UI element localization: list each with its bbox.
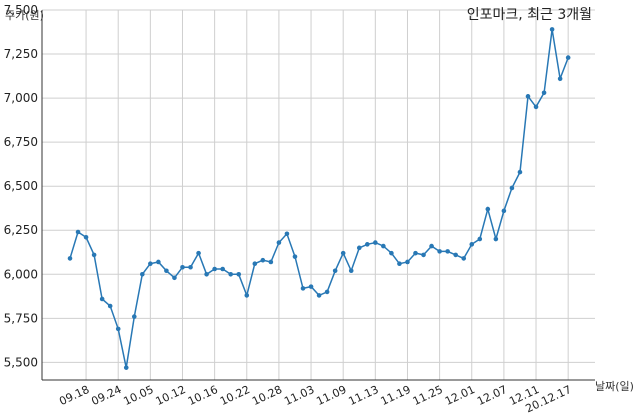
data-point (453, 252, 458, 258)
data-point (332, 268, 338, 274)
data-point (75, 229, 81, 235)
x-tick-label: 10.28 (250, 383, 284, 408)
data-point (172, 275, 177, 281)
data-point (228, 271, 233, 277)
data-point (549, 27, 555, 32)
x-tick-label: 11.09 (314, 383, 348, 408)
data-point (115, 326, 121, 332)
data-point (509, 185, 515, 191)
data-point (485, 206, 491, 212)
data-point (525, 94, 531, 99)
data-point (413, 250, 418, 256)
data-point (541, 90, 547, 96)
x-tick-label: 11.13 (347, 383, 381, 408)
y-tick-label: 5,500 (4, 355, 38, 369)
data-point (429, 243, 434, 249)
y-tick-label: 6,500 (4, 179, 38, 193)
data-point (123, 365, 129, 370)
data-point (493, 236, 499, 242)
data-point (477, 236, 483, 242)
y-tick-label: 6,250 (4, 223, 38, 237)
data-point (324, 289, 330, 295)
x-tick-label: 12.07 (475, 383, 509, 408)
x-tick-label: 10.16 (186, 383, 220, 408)
data-point (83, 234, 89, 240)
data-point (91, 252, 97, 258)
data-point (437, 249, 442, 254)
x-tick-label: 11.25 (411, 383, 445, 408)
y-tick-label: 7,000 (4, 91, 38, 105)
x-tick-label: 11.03 (282, 383, 316, 408)
y-tick-label: 6,750 (4, 135, 38, 149)
data-point (284, 231, 290, 237)
x-tick-label: 10.05 (122, 383, 156, 408)
data-point (340, 250, 346, 256)
x-tick-label: 10.22 (218, 383, 252, 408)
data-point (252, 261, 258, 267)
x-tick-labels: 09.1809.2410.0510.1210.1610.2210.2811.03… (57, 383, 573, 415)
x-tick-label: 12.01 (443, 383, 477, 408)
data-point (188, 264, 193, 270)
data-point (156, 259, 161, 265)
data-point (292, 254, 298, 259)
data-point (148, 261, 153, 267)
data-point (381, 243, 386, 249)
data-point (364, 242, 370, 247)
data-point (107, 303, 113, 309)
data-point (461, 256, 467, 261)
data-point (397, 261, 402, 267)
chart-title: 인포마크, 최근 3개월 (467, 7, 592, 23)
y-axis-label: 주가(원) (5, 9, 44, 22)
y-tick-label: 7,500 (4, 3, 38, 17)
x-tick-label: 09.24 (89, 383, 123, 408)
data-point (220, 266, 225, 272)
data-point (533, 104, 539, 110)
data-point (212, 266, 217, 272)
data-point (140, 271, 145, 277)
data-point (356, 245, 362, 251)
axes (41, 10, 595, 381)
data-point (308, 284, 314, 289)
data-point (373, 240, 378, 245)
data-point (268, 259, 274, 265)
data-point (164, 268, 169, 274)
data-point (244, 293, 250, 298)
data-point (300, 286, 306, 291)
y-tick-label: 6,000 (4, 267, 38, 281)
data-point (445, 249, 450, 254)
data-point (67, 256, 73, 261)
data-point (565, 55, 571, 60)
y-tick-labels: 5,500 5,750 6,000 6,250 6,500 6,750 7,000 7,250… (4, 3, 38, 369)
data-point (260, 257, 266, 263)
y-tick-label: 5,750 (4, 311, 38, 325)
grid-lines (42, 9, 595, 380)
data-point (99, 296, 105, 302)
x-axis-label: 날짜(일) (595, 379, 634, 393)
data-point (405, 259, 410, 265)
data-point (517, 169, 523, 175)
data-point (557, 76, 563, 82)
data-point (421, 252, 426, 258)
data-point (196, 250, 201, 256)
data-point (501, 208, 507, 214)
data-point (389, 250, 394, 256)
series-layer (67, 27, 571, 370)
data-point (348, 268, 354, 274)
x-tick-label: 11.19 (379, 383, 413, 408)
data-point (316, 293, 322, 298)
data-point (276, 240, 282, 245)
y-tick-label: 7,250 (4, 47, 38, 61)
data-point (236, 271, 242, 277)
data-point (180, 264, 185, 270)
series-line (69, 29, 569, 368)
data-point (469, 242, 475, 247)
x-tick-label: 10.12 (154, 383, 188, 408)
x-tick-label: 09.18 (57, 383, 91, 408)
data-point (131, 314, 137, 319)
data-point (204, 271, 209, 277)
